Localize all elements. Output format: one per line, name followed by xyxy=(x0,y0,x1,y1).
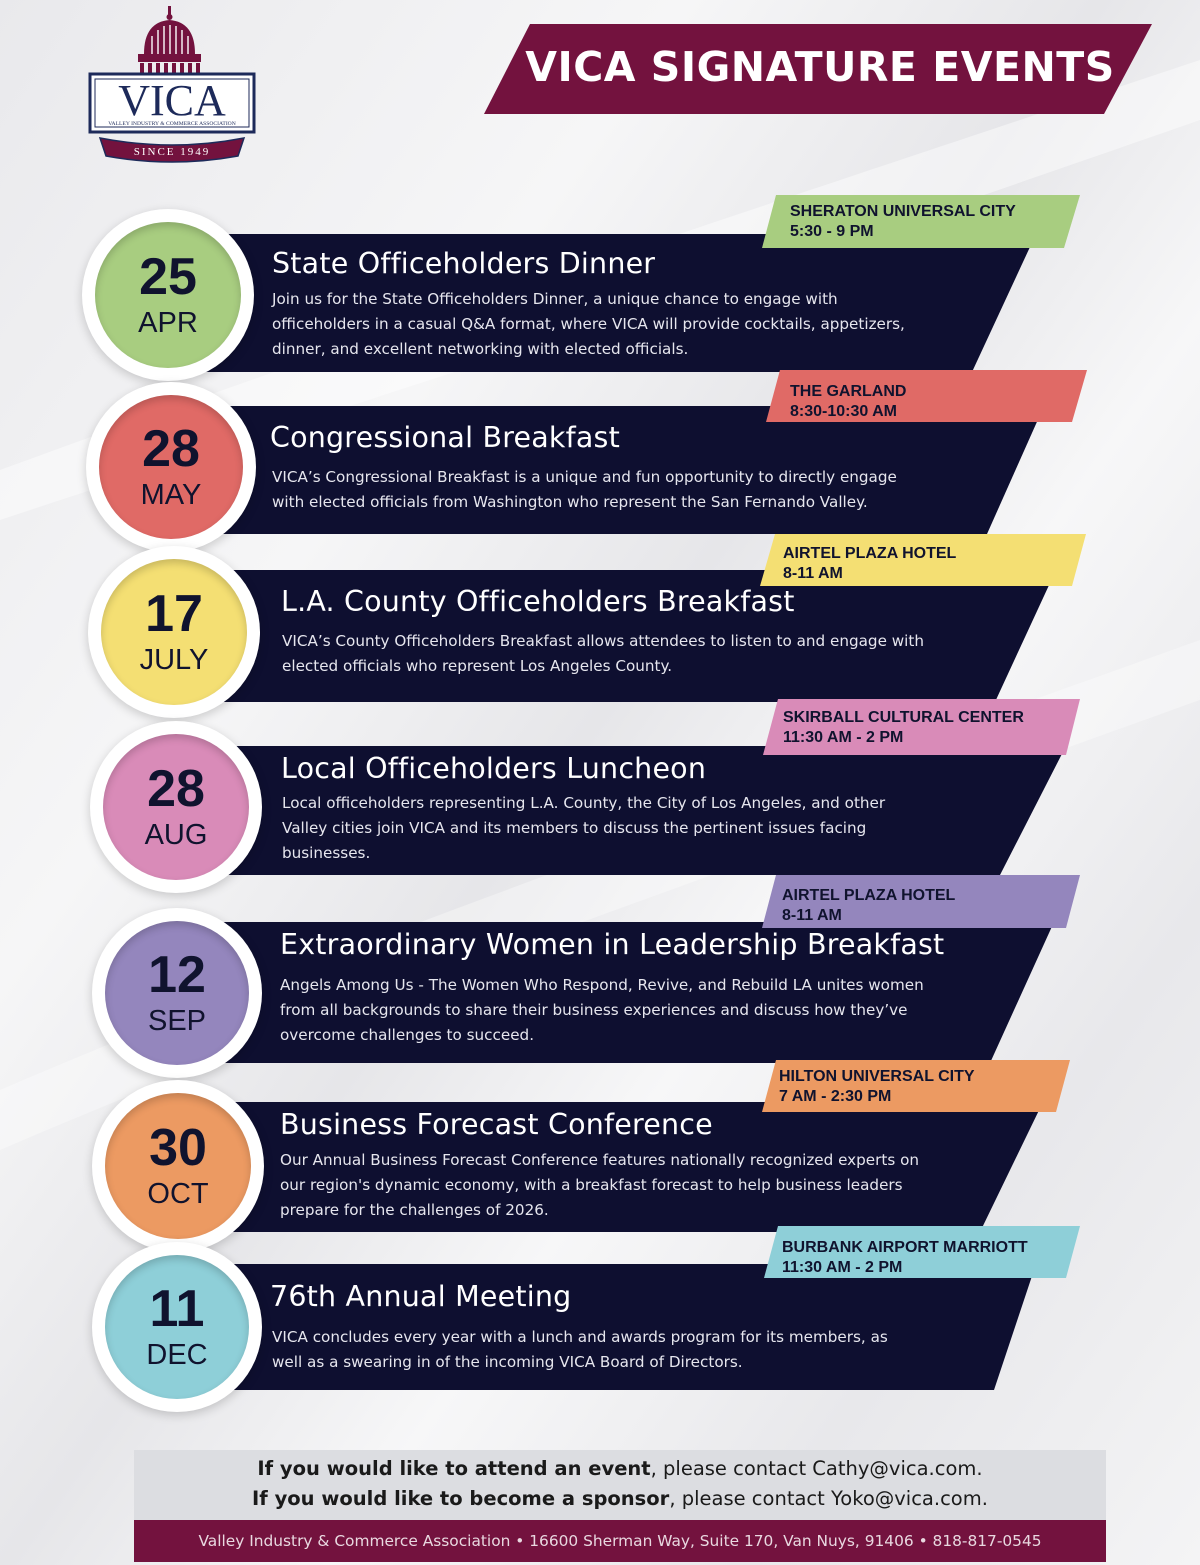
date-day: 17 xyxy=(145,585,203,643)
event-description: Angels Among Us - The Women Who Respond,… xyxy=(280,976,924,1044)
event-title: L.A. County Officeholders Breakfast xyxy=(281,585,795,618)
venue-tag: SKIRBALL CULTURAL CENTER 11:30 AM - 2 PM xyxy=(763,708,1024,747)
date-month: SEP xyxy=(147,1005,207,1037)
vica-logo: VICA VALLEY INDUSTRY & COMMERCE ASSOCIAT… xyxy=(88,6,256,163)
venue-tag-shape xyxy=(762,1060,1070,1112)
date-month: MAY xyxy=(140,479,202,511)
venue-name: AIRTEL PLAZA HOTEL xyxy=(782,887,956,904)
event-description: VICA’s County Officeholders Breakfast al… xyxy=(282,632,924,675)
date-badge: 17 JULY xyxy=(88,546,260,718)
footer-address: Valley Industry & Commerce Association •… xyxy=(134,1520,1106,1562)
date-month: AUG xyxy=(144,819,208,851)
date-day: 12 xyxy=(148,946,206,1004)
event-row: 28 AUG SKIRBALL CULTURAL CENTER 11:30 AM… xyxy=(0,698,1200,898)
date-day: 30 xyxy=(149,1119,207,1177)
attend-contact-line: If you would like to attend an event, pl… xyxy=(134,1454,1106,1484)
sponsor-prompt: If you would like to become a sponsor xyxy=(252,1487,670,1510)
venue-name: HILTON UNIVERSAL CITY xyxy=(779,1068,975,1085)
event-time: 8-11 AM xyxy=(782,906,842,924)
venue-tag: AIRTEL PLAZA HOTEL 8-11 AM xyxy=(763,544,956,583)
date-badge: 28 AUG xyxy=(90,721,262,893)
title-banner xyxy=(484,24,1152,114)
date-month: JULY xyxy=(139,644,209,676)
sponsor-email-text: , please contact Yoko@vica.com. xyxy=(669,1487,988,1510)
date-badge: 25 APR xyxy=(82,209,254,381)
venue-tag-shape xyxy=(763,699,1080,755)
date-month: OCT xyxy=(147,1178,209,1210)
svg-text:VALLEY INDUSTRY & COMMERCE ASS: VALLEY INDUSTRY & COMMERCE ASSOCIATION xyxy=(108,121,236,127)
event-row: 28 MAY THE GARLAND 8:30-10:30 AM Congres… xyxy=(0,366,1200,552)
venue-tag: AIRTEL PLAZA HOTEL 8-11 AM xyxy=(762,886,955,925)
title-banner-shape xyxy=(484,24,1152,114)
date-day: 25 xyxy=(139,248,197,306)
date-badge: 28 MAY xyxy=(86,382,256,552)
venue-tag-shape xyxy=(764,1226,1080,1278)
event-time: 7 AM - 2:30 PM xyxy=(779,1087,892,1105)
venue-tag-shape xyxy=(766,370,1087,422)
event-description: Our Annual Business Forecast Conference … xyxy=(280,1151,920,1219)
venue-tag: THE GARLAND 8:30-10:30 AM xyxy=(770,382,906,421)
event-row: 17 JULY AIRTEL PLAZA HOTEL 8-11 AM L.A. … xyxy=(0,532,1200,718)
venue-tag: BURBANK AIRPORT MARRIOTT 11:30 AM - 2 PM xyxy=(762,1238,1028,1277)
venue-tag: HILTON UNIVERSAL CITY 7 AM - 2:30 PM xyxy=(759,1067,975,1106)
event-bar xyxy=(180,195,1080,372)
event-time: 11:30 AM - 2 PM xyxy=(782,1258,903,1276)
event-title: State Officeholders Dinner xyxy=(272,247,656,280)
date-day: 11 xyxy=(149,1280,205,1338)
event-bar xyxy=(190,1060,1070,1232)
date-month: DEC xyxy=(146,1339,208,1371)
date-month: APR xyxy=(138,307,198,339)
date-day: 28 xyxy=(142,420,200,478)
attend-email-text: , please contact Cathy@vica.com. xyxy=(650,1457,983,1480)
date-badge: 12 SEP xyxy=(92,908,262,1078)
venue-name: AIRTEL PLAZA HOTEL xyxy=(783,545,957,562)
attend-prompt: If you would like to attend an event xyxy=(257,1457,651,1480)
event-description: VICA concludes every year with a lunch a… xyxy=(272,1328,888,1371)
event-time: 11:30 AM - 2 PM xyxy=(783,728,904,746)
sponsor-contact-line: If you would like to become a sponsor, p… xyxy=(134,1484,1106,1514)
page-title: VICA SIGNATURE EVENTS xyxy=(525,43,1115,91)
venue-tag-shape xyxy=(760,534,1086,586)
svg-text:VICA: VICA xyxy=(118,76,226,125)
event-title: Business Forecast Conference xyxy=(280,1108,713,1141)
event-title: 76th Annual Meeting xyxy=(270,1280,572,1313)
svg-text:SINCE 1949: SINCE 1949 xyxy=(134,146,211,158)
event-row: 25 APR SHERATON UNIVERSAL CITY 5:30 - 9 … xyxy=(0,190,1200,381)
venue-tag: SHERATON UNIVERSAL CITY 5:30 - 9 PM xyxy=(770,202,1016,241)
event-description: Local officeholders representing L.A. Co… xyxy=(282,794,886,862)
event-time: 8-11 AM xyxy=(783,564,843,582)
event-time: 8:30-10:30 AM xyxy=(790,402,898,420)
event-bar xyxy=(188,875,1080,1063)
event-title: Extraordinary Women in Leadership Breakf… xyxy=(280,928,945,961)
event-bar xyxy=(188,699,1080,875)
event-description: Join us for the State Officeholders Dinn… xyxy=(272,290,905,358)
date-day: 28 xyxy=(147,760,205,818)
event-title: Congressional Breakfast xyxy=(270,421,620,454)
contact-box: If you would like to attend an event, pl… xyxy=(134,1450,1106,1520)
date-badge: 30 OCT xyxy=(92,1080,264,1252)
venue-name: THE GARLAND xyxy=(790,383,907,400)
venue-tag-shape xyxy=(762,875,1080,928)
event-row: 30 OCT HILTON UNIVERSAL CITY 7 AM - 2:30… xyxy=(0,1058,1200,1252)
event-description: VICA’s Congressional Breakfast is a uniq… xyxy=(272,468,897,511)
venue-name: BURBANK AIRPORT MARRIOTT xyxy=(782,1239,1028,1256)
event-bar xyxy=(190,1226,1080,1390)
venue-tag-shape xyxy=(762,195,1080,248)
venue-name: SHERATON UNIVERSAL CITY xyxy=(790,203,1016,220)
event-row: 12 SEP AIRTEL PLAZA HOTEL 8-11 AM Extrao… xyxy=(0,874,1200,1078)
event-time: 5:30 - 9 PM xyxy=(790,222,874,240)
venue-name: SKIRBALL CULTURAL CENTER xyxy=(783,709,1024,726)
event-bar xyxy=(186,534,1086,702)
event-bar xyxy=(184,370,1087,534)
event-title: Local Officeholders Luncheon xyxy=(281,752,707,785)
date-badge: 11 DEC xyxy=(92,1242,262,1412)
event-row: 11 DEC BURBANK AIRPORT MARRIOTT 11:30 AM… xyxy=(0,1224,1200,1412)
